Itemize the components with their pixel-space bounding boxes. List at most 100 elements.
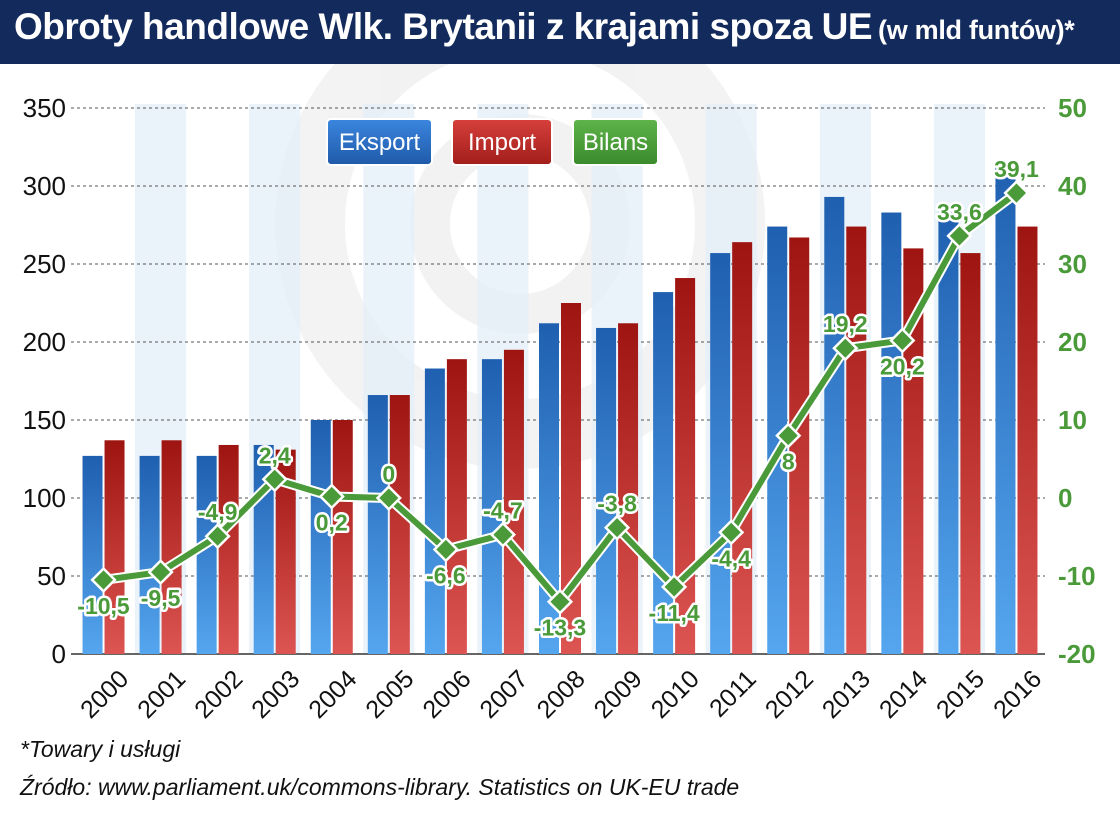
right-axis-tick: 20 (1058, 327, 1087, 357)
x-axis-tick: 2011 (704, 665, 762, 723)
x-axis-tick: 2012 (760, 665, 819, 724)
right-axis-ticks: -20 -10 0 10 20 30 40 50 (1058, 93, 1096, 669)
balance-point (889, 327, 916, 354)
left-axis-tick: 200 (23, 327, 66, 357)
balance-point (489, 521, 517, 548)
x-axis-tick: 2015 (931, 665, 990, 724)
bar-import (1017, 226, 1038, 654)
trade-chart: -10,5 -9,5 -4,9 2,4 0,2 0 -6,6 -4,7 -13,3 -3,8 -11… (23, 64, 1096, 724)
right-axis-tick: -20 (1058, 639, 1096, 669)
left-axis-tick: 250 (23, 249, 66, 279)
x-axis-tick: 2010 (646, 665, 705, 724)
bar-import (903, 248, 924, 654)
title-bar: Obroty handlowe Wlk. Brytanii z krajami … (0, 0, 1120, 64)
bar-export (367, 395, 388, 654)
right-axis-tick: 30 (1058, 249, 1087, 279)
legend: Eksport Import Bilans (326, 118, 659, 166)
bar-export (995, 162, 1016, 654)
right-axis-tick: 50 (1058, 93, 1087, 123)
x-axis-tick: 2006 (417, 665, 476, 724)
bar-export (938, 212, 959, 654)
legend-item-export: Eksport (326, 118, 433, 166)
bars (82, 162, 1038, 655)
right-axis-tick: 0 (1058, 483, 1072, 513)
balance-label: -10,5 (77, 593, 130, 619)
balance-point (375, 484, 402, 512)
bar-import (618, 323, 639, 654)
bar-export (82, 455, 103, 654)
legend-label-balance: Bilans (583, 129, 648, 156)
balance-point (318, 483, 345, 510)
balance-point (661, 573, 688, 601)
left-axis-tick: 0 (52, 639, 66, 669)
left-axis-tick: 300 (23, 171, 66, 201)
bar-export (196, 455, 217, 654)
balance-point (432, 536, 459, 563)
x-axis-tick: 2009 (589, 665, 648, 724)
x-axis-tick: 2008 (532, 665, 591, 724)
bar-import (846, 226, 867, 654)
balance-label: 19,2 (823, 311, 868, 337)
bar-import (275, 449, 296, 654)
balance-data-labels: -10,5 -9,5 -4,9 2,4 0,2 0 -6,6 -4,7 -13,3 -3,8 -11… (75, 154, 1042, 644)
legend-item-balance: Bilans (572, 118, 659, 166)
right-axis-tick: 40 (1058, 171, 1087, 201)
balance-label: 0,2 (316, 509, 348, 535)
balance-point (204, 523, 231, 550)
x-axis-tick: 2004 (303, 665, 362, 724)
balance-point (946, 222, 973, 250)
left-axis-tick: 350 (23, 93, 66, 123)
bar-import (104, 440, 125, 654)
bar-export (767, 226, 788, 654)
bar-export (710, 253, 731, 654)
legend-item-import: Import (451, 118, 553, 166)
bar-import (732, 242, 753, 654)
bar-import (161, 440, 182, 654)
left-axis-ticks: 0 50 100 150 200 250 300 350 (23, 93, 66, 669)
x-axis-tick: 2002 (189, 665, 248, 724)
x-axis-tick: 2000 (75, 665, 134, 724)
title-unit: (w mld funtów)* (878, 15, 1075, 45)
balance-label: 20,2 (880, 353, 925, 379)
x-axis-tick: 2014 (874, 665, 933, 724)
x-axis-tick: 2005 (360, 665, 419, 724)
x-axis-tick: 2013 (817, 665, 876, 724)
bar-import (218, 444, 239, 654)
left-axis-tick: 100 (23, 483, 66, 513)
bar-export (310, 420, 331, 654)
title-main: Obroty handlowe Wlk. Brytanii z krajami … (14, 6, 873, 47)
chart-title: Obroty handlowe Wlk. Brytanii z krajami … (14, 6, 1075, 48)
balance-label: -13,3 (534, 615, 586, 641)
balance-label: -4,9 (198, 499, 238, 525)
balance-label: 33,6 (937, 199, 982, 225)
x-axis-ticks: 2000200120022003200420052006200720082009… (75, 665, 1047, 724)
balance-point (546, 588, 574, 615)
balance-label: -3,8 (597, 491, 637, 517)
x-axis-tick: 2007 (474, 665, 533, 724)
balance-point (832, 335, 859, 362)
balance-point (603, 514, 631, 541)
bar-export (596, 327, 617, 654)
bar-export (881, 212, 902, 654)
balance-point (147, 559, 174, 586)
bar-export (424, 368, 445, 654)
balance-label: -9,5 (141, 585, 181, 611)
balance-label: 39,1 (994, 156, 1039, 182)
legend-label-export: Eksport (339, 129, 421, 156)
left-axis-tick: 150 (23, 405, 66, 435)
balance-label: -4,4 (711, 545, 751, 571)
balance-label: -6,6 (426, 562, 466, 588)
right-axis-tick: 10 (1058, 405, 1087, 435)
bar-export (481, 359, 502, 654)
x-axis-tick: 2001 (132, 665, 191, 724)
balance-point (1003, 179, 1030, 207)
balance-line (90, 179, 1030, 615)
bar-import (503, 349, 524, 654)
legend-label-import: Import (468, 129, 536, 156)
balance-label: -4,7 (483, 498, 523, 524)
balance-point (90, 566, 117, 593)
bar-import (960, 253, 981, 654)
bar-import (446, 359, 467, 654)
bar-import (389, 395, 410, 654)
footnote: *Towary i usługi (20, 736, 181, 762)
